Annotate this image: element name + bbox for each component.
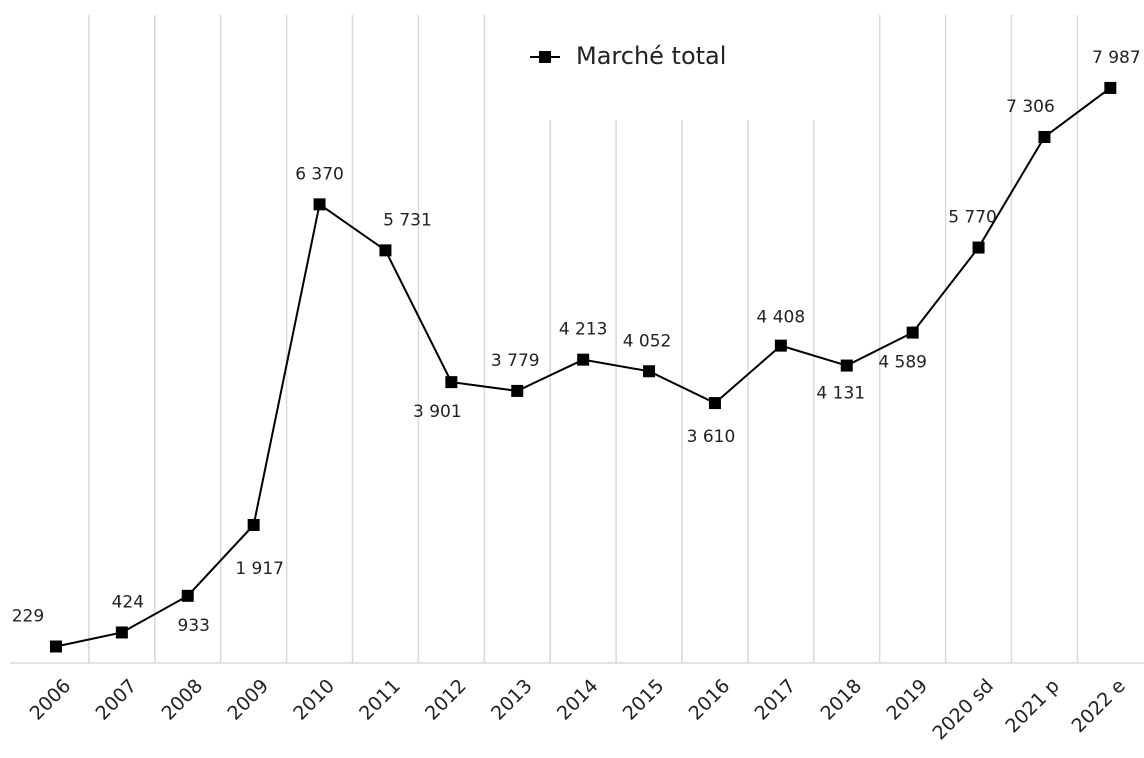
point — [972, 241, 985, 254]
legend-label: Marché total — [576, 42, 726, 70]
data-label: 4 052 — [623, 331, 672, 351]
point — [708, 397, 721, 410]
point — [643, 365, 656, 378]
point — [49, 640, 62, 653]
x-tick-label: 2017 — [751, 675, 801, 725]
point — [906, 326, 919, 339]
point — [115, 626, 128, 639]
x-tick-label: 2010 — [289, 675, 339, 725]
data-label: 3 779 — [491, 351, 540, 371]
x-tick-label: 2018 — [816, 675, 866, 725]
data-label: 3 610 — [687, 427, 736, 447]
data-label: 5 770 — [948, 208, 997, 228]
data-label: 4 213 — [559, 320, 608, 340]
data-label: 424 — [112, 592, 144, 612]
data-label: 5 731 — [383, 210, 432, 230]
x-tick-label: 2011 — [355, 675, 405, 725]
point — [511, 384, 524, 397]
point — [379, 244, 392, 257]
x-tick-label: 2013 — [487, 675, 537, 725]
x-tick-label: 2020 sd — [928, 675, 998, 745]
x-tick-label: 2009 — [223, 675, 273, 725]
data-label: 933 — [178, 616, 210, 636]
x-tick-label: 2015 — [619, 675, 669, 725]
point — [181, 589, 194, 602]
data-label: 4 589 — [878, 353, 927, 373]
data-label: 7 306 — [1006, 97, 1055, 117]
legend-marker — [539, 51, 551, 63]
point — [774, 339, 787, 352]
point — [247, 518, 260, 531]
data-label: 1 917 — [235, 559, 284, 579]
point — [1038, 130, 1051, 143]
data-label: 7 987 — [1092, 48, 1141, 68]
x-tick-label: 2021 p — [1001, 675, 1064, 738]
x-tick-label: 2019 — [882, 675, 932, 725]
data-label: 229 — [12, 607, 44, 627]
point — [1104, 81, 1117, 94]
data-label: 4 408 — [757, 308, 806, 328]
point — [840, 359, 853, 372]
x-tick-label: 2016 — [685, 675, 735, 725]
x-tick-label: 2012 — [421, 675, 471, 725]
point — [313, 198, 326, 211]
x-tick-label: 2007 — [92, 675, 142, 725]
point — [577, 353, 590, 366]
x-tick-label: 2022 e — [1067, 675, 1129, 737]
x-tick-label: 2006 — [26, 675, 76, 725]
x-tick-label: 2014 — [553, 675, 603, 725]
x-tick-label: 2008 — [157, 675, 207, 725]
data-label: 4 131 — [816, 384, 865, 404]
series-line — [55, 87, 1111, 648]
point — [445, 376, 458, 389]
data-label: 3 901 — [413, 402, 462, 422]
data-label: 6 370 — [295, 164, 344, 184]
